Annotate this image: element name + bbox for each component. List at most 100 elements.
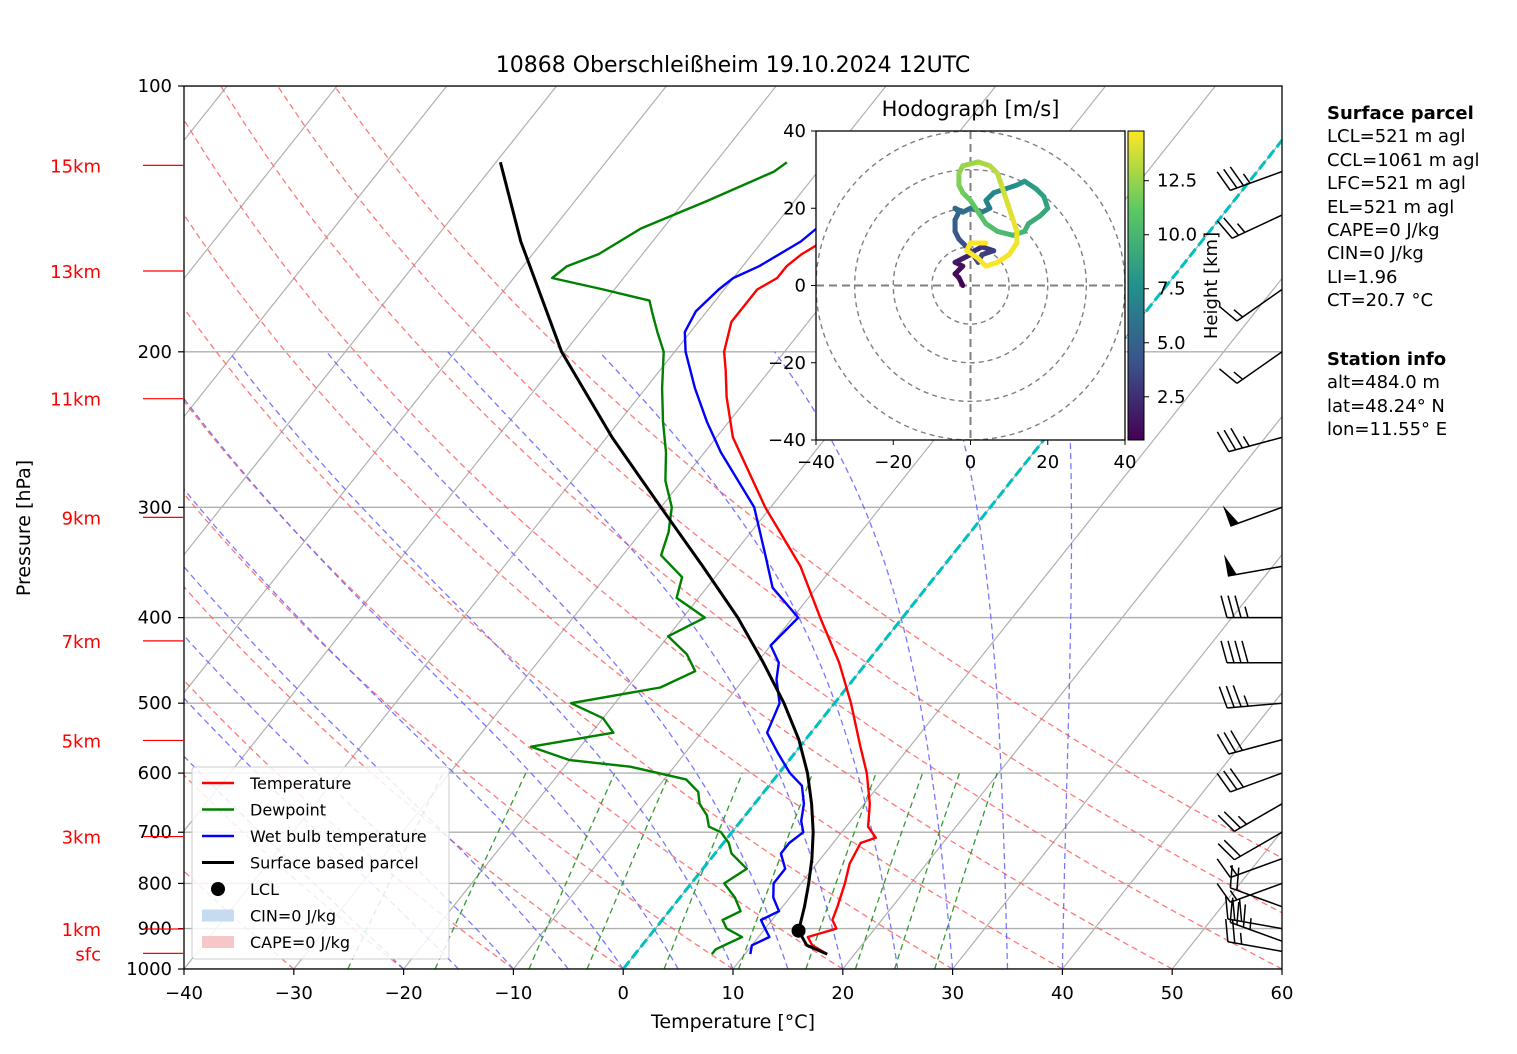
barb-staff [1227, 702, 1283, 709]
isotherm-line [184, 86, 667, 694]
hodograph: −40−40 −20 −20 0 0 20 20 40 40 Hodograph [m/s] 2.5… [768, 97, 1222, 473]
barb-flag [1216, 733, 1230, 755]
barb-staff [1228, 436, 1283, 453]
wind-barb [1216, 730, 1283, 755]
barb-staff [1233, 803, 1283, 832]
wind-barb [1216, 166, 1283, 192]
barb-staff [1228, 739, 1283, 755]
barb-flag [1234, 595, 1242, 618]
barb-flag [1218, 686, 1228, 709]
barb-flag [1225, 919, 1229, 942]
hodograph-colorbar [1127, 130, 1145, 441]
barb-flag [1216, 431, 1230, 452]
dry-adiabat [184, 400, 844, 969]
legend-label: Wet bulb temperature [250, 827, 427, 846]
barb-flag [1223, 429, 1237, 451]
moist-adiabat [228, 351, 734, 969]
height-label: 13km [50, 262, 101, 283]
y-tick-label: 500 [138, 693, 172, 714]
barb-staff [1236, 288, 1283, 322]
legend-label: LCL [250, 880, 279, 899]
dry-adiabat [184, 492, 734, 969]
barb-flag [1216, 772, 1231, 793]
x-tick-label: 10 [722, 983, 745, 1004]
legend-swatch [202, 909, 234, 922]
dry-adiabat [184, 213, 1063, 969]
barb-flag [1216, 858, 1231, 878]
hodograph-background [816, 131, 1125, 440]
barb-half-flag [1249, 918, 1252, 930]
mixing-ratio-line [805, 772, 877, 969]
wind-barb [1216, 882, 1283, 903]
barb-half-flag [1236, 223, 1246, 233]
height-label: 5km [62, 731, 101, 752]
x-tick-label: −20 [385, 983, 423, 1004]
barb-staff [1230, 921, 1283, 942]
hodograph-x-tick-label: 20 [1036, 452, 1059, 473]
dry-adiabat [184, 118, 1173, 969]
legend-item: CIN=0 J/kg [202, 907, 336, 926]
surface-parcel-lcl: LCL=521 m agl [1327, 126, 1466, 148]
station-lon: lon=11.55° E [1327, 419, 1448, 441]
hodograph-y-tick-label: −20 [768, 353, 806, 374]
barb-flag [1218, 305, 1238, 322]
legend-label: Temperature [249, 774, 351, 793]
barb-flag [1217, 814, 1235, 832]
barb-flag [1236, 867, 1240, 891]
height-label: 9km [62, 508, 101, 529]
barb-staff [1230, 882, 1283, 903]
x-tick-label: −40 [165, 983, 203, 1004]
moist-adiabat [184, 634, 514, 969]
wind-barb [1222, 505, 1283, 527]
colorbar-tick-label: 5.0 [1157, 333, 1186, 354]
colorbar-label: Height [km] [1201, 232, 1222, 339]
barb-pennant [1224, 554, 1237, 576]
barb-staff [1230, 170, 1283, 192]
legend-swatch [211, 882, 225, 896]
colorbar-tick-label: 12.5 [1157, 171, 1197, 192]
hodograph-segment [960, 159, 981, 169]
legend-item: Surface based parcel [202, 854, 419, 873]
colorbar-tick-label: 2.5 [1157, 387, 1186, 408]
barb-flag [1223, 168, 1238, 189]
mixing-ratio-line [854, 772, 924, 969]
dry-adiabat [333, 86, 1282, 859]
freezing-isotherm [622, 137, 1282, 969]
barb-staff [1230, 857, 1283, 879]
x-tick-label: 50 [1161, 983, 1184, 1004]
wind-barb [1220, 640, 1282, 664]
legend-item: Temperature [202, 774, 351, 793]
series-temperature [722, 161, 947, 956]
barb-flag [1216, 220, 1233, 239]
axes-frame: −40 −30 −20 −10 0 10 20 30 40 50 60100200300400500… [50, 76, 1293, 1004]
barb-half-flag [1229, 890, 1238, 901]
isotherm-line [952, 553, 1282, 969]
mixing-ratio-line [663, 772, 744, 969]
moist-adiabat [937, 351, 1009, 969]
barb-flag [1218, 368, 1238, 384]
mixing-ratio-line [737, 772, 814, 969]
hodograph-y-tick-label: 20 [783, 198, 806, 219]
barb-flag [1229, 899, 1233, 923]
barb-half-flag [1243, 695, 1249, 707]
barb-half-flag [1239, 932, 1243, 945]
x-tick-label: −10 [494, 983, 532, 1004]
mixing-ratio-line [934, 772, 998, 969]
hodograph-x-tick-label: 0 [965, 452, 976, 473]
barb-flag [1229, 166, 1245, 187]
barb-flag [1220, 640, 1228, 663]
legend-label: CIN=0 J/kg [250, 907, 336, 926]
moist-adiabat [773, 351, 954, 969]
barb-staff [1227, 918, 1283, 930]
barb-half-flag [1244, 606, 1249, 618]
y-tick-label: 100 [138, 76, 172, 97]
surface-parcel-ct: CT=20.7 °C [1327, 290, 1434, 312]
legend-label: Surface based parcel [250, 854, 419, 873]
barb-flag [1216, 171, 1231, 191]
wind-barb [1220, 595, 1282, 619]
surface-parcel-panel: Surface parcel LCL=521 m agl CCL=1061 m … [1327, 102, 1480, 313]
mixing-ratio-line [586, 772, 671, 969]
x-axis-label: Temperature [°C] [650, 1011, 815, 1033]
moist-adiabat [184, 397, 679, 969]
